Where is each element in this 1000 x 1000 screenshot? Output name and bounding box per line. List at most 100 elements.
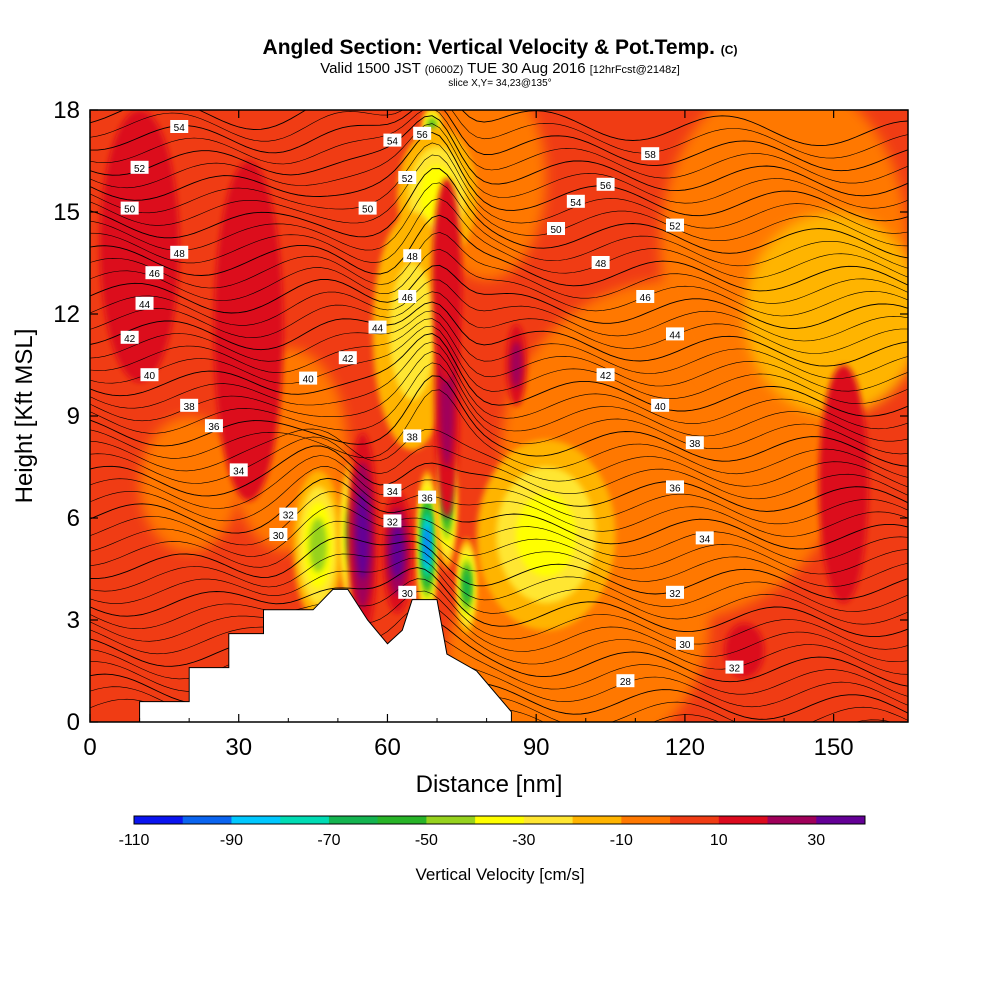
isentrope-line — [90, 214, 908, 292]
isentrope-label: 42 — [338, 351, 357, 365]
isentrope-line — [90, 333, 908, 417]
isentrope-label: 46 — [636, 290, 655, 304]
svg-text:40: 40 — [303, 375, 315, 386]
y-tick-label: 0 — [67, 709, 80, 736]
isentrope-line — [90, 301, 908, 367]
isentrope-line — [90, 491, 908, 562]
svg-text:44: 44 — [669, 330, 681, 341]
colorbar-swatch — [328, 816, 379, 824]
isentrope-line — [90, 341, 908, 430]
isentrope-line — [90, 110, 908, 159]
isentrope-line — [90, 110, 908, 184]
colorbar-tick-label: 30 — [807, 832, 825, 849]
isentrope-label: 44 — [665, 327, 684, 341]
isentrope-label: 52 — [130, 160, 149, 175]
isentrope-label: 56 — [413, 126, 432, 141]
svg-text:54: 54 — [570, 198, 582, 209]
svg-text:30: 30 — [273, 531, 285, 542]
isentrope-label: 36 — [204, 419, 223, 433]
y-axis-label: Height [Kft MSL] — [11, 329, 38, 504]
isentrope-label: 34 — [695, 531, 714, 545]
isentrope-line — [90, 132, 908, 222]
colorbar-tick-label: -30 — [512, 832, 535, 849]
svg-text:46: 46 — [149, 269, 161, 280]
isentrope-line — [90, 198, 908, 279]
isentrope-label: 30 — [675, 636, 694, 651]
isentrope-line — [90, 318, 908, 392]
x-tick-label: 0 — [83, 734, 96, 761]
svg-text:52: 52 — [669, 222, 681, 233]
svg-text:34: 34 — [233, 466, 245, 477]
colorbar-swatch — [718, 816, 769, 824]
svg-text:32: 32 — [729, 664, 741, 675]
colorbar-tick-label: -90 — [220, 832, 243, 849]
isentrope-line — [90, 578, 908, 650]
colorbar-swatch — [134, 816, 184, 824]
colorbar-tick-label: 10 — [710, 832, 728, 849]
isentrope-label: 32 — [279, 507, 298, 522]
isentrope-label: 32 — [665, 585, 684, 600]
svg-text:54: 54 — [174, 123, 186, 134]
isentrope-label: 48 — [591, 256, 610, 270]
colorbar-swatch — [767, 816, 817, 824]
svg-text:56: 56 — [417, 130, 429, 141]
svg-text:50: 50 — [362, 205, 374, 216]
isentrope-line — [90, 362, 908, 455]
terrain-mask — [139, 589, 512, 722]
colorbar-swatch — [377, 816, 427, 824]
svg-text:48: 48 — [595, 259, 607, 270]
isentrope-line — [90, 310, 908, 379]
svg-text:46: 46 — [402, 293, 414, 304]
svg-text:42: 42 — [342, 354, 354, 365]
isentrope-line — [90, 604, 908, 675]
svg-text:42: 42 — [600, 371, 612, 382]
isentrope-label: 46 — [398, 290, 417, 304]
svg-text:52: 52 — [402, 174, 414, 185]
y-tick-label: 15 — [53, 199, 80, 226]
svg-text:40: 40 — [655, 402, 667, 413]
colorbar-swatch — [621, 816, 671, 824]
isentrope-line — [90, 590, 908, 663]
isentrope-label: 54 — [170, 120, 189, 134]
isentrope-label: 40 — [299, 371, 318, 386]
isentrope-line — [90, 375, 908, 467]
isentrope-line — [90, 182, 908, 269]
y-tick-label: 9 — [67, 403, 80, 430]
colorbar-tick-label: -110 — [119, 832, 150, 849]
isentrope-label: 56 — [596, 177, 615, 192]
isentrope-line — [90, 635, 908, 697]
colorbar-frame — [133, 815, 866, 825]
isentrope-label: 58 — [641, 147, 660, 161]
svg-text:34: 34 — [387, 487, 399, 498]
isentrope-line — [90, 389, 908, 478]
chart-slice-info: slice X,Y= 34,23@135° — [448, 78, 552, 89]
isentrope-label: 38 — [685, 436, 704, 450]
isentrope-line — [90, 567, 908, 638]
colorbar-swatch — [523, 816, 574, 824]
isentrope-label: 44 — [135, 296, 154, 311]
isentrope-line — [90, 428, 908, 488]
updraft-cell — [510, 341, 523, 389]
svg-text:48: 48 — [174, 249, 186, 260]
isentrope-line — [90, 445, 908, 512]
svg-text:42: 42 — [124, 334, 136, 345]
chart-subtitle: Valid 1500 JST (0600Z) TUE 30 Aug 2016 [… — [320, 60, 680, 77]
isentrope-line — [90, 279, 908, 342]
svg-text:50: 50 — [124, 205, 136, 216]
x-tick-label: 150 — [814, 734, 854, 761]
isentrope-label: 30 — [269, 528, 288, 542]
svg-text:48: 48 — [407, 252, 419, 263]
plot-area: 28 30 30 32 32 34 34 36 36 38 38 40 40 42 42 44 44 46 46 48… — [90, 110, 908, 722]
isentrope-line — [90, 110, 908, 172]
colorbar-tick-label: -10 — [610, 832, 633, 849]
colorbar-swatch — [231, 816, 281, 824]
isentrope-label: 50 — [120, 201, 139, 216]
svg-text:46: 46 — [640, 293, 652, 304]
colorbar-label: Vertical Velocity [cm/s] — [415, 865, 584, 884]
svg-text:36: 36 — [208, 422, 220, 433]
isentrope-label: 34 — [383, 483, 402, 498]
isentrope-label: 38 — [403, 429, 422, 443]
colorbar-swatch — [182, 816, 232, 824]
y-tick-label: 6 — [67, 505, 80, 532]
